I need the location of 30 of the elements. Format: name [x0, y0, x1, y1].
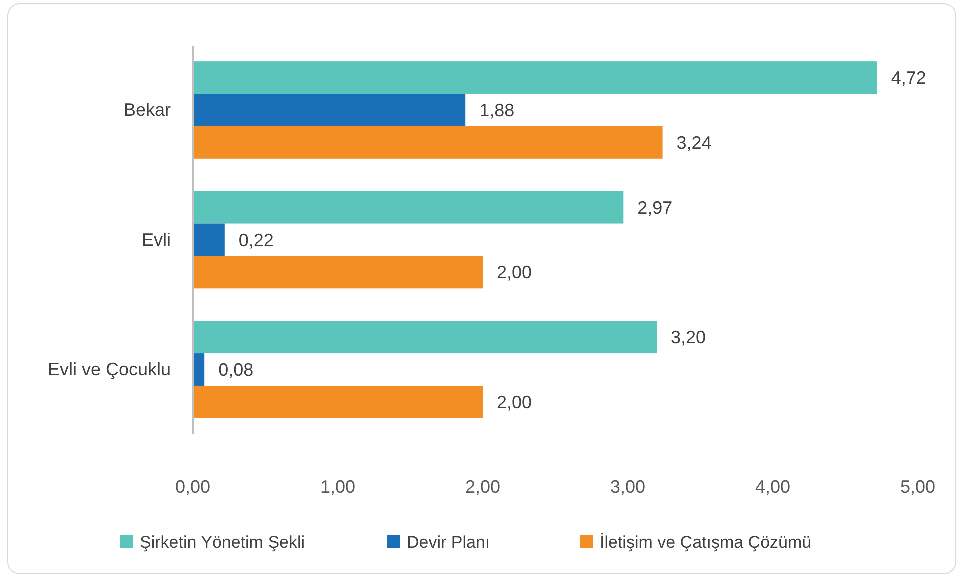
data-label: 2,00	[497, 262, 532, 283]
legend-label: Devir Planı	[407, 532, 490, 552]
data-label: 2,00	[497, 392, 532, 413]
x-tick-label: 2,00	[465, 476, 501, 497]
x-tick-label: 1,00	[320, 476, 356, 497]
legend-label: Şirketin Yönetim Şekli	[140, 532, 306, 552]
y-tick-label: Bekar	[124, 100, 171, 120]
y-tick-label: Evli	[142, 230, 171, 250]
bar	[193, 321, 657, 354]
data-label: 0,22	[238, 230, 274, 250]
bar	[193, 62, 878, 94]
bar	[193, 224, 225, 256]
data-label: 3,24	[676, 132, 712, 153]
bar	[193, 386, 483, 418]
x-tick-label: 0,00	[175, 476, 211, 497]
x-tick-label: 5,00	[900, 476, 936, 497]
x-tick-label: 4,00	[755, 476, 791, 497]
x-tick-label: 3,00	[610, 476, 646, 497]
data-label: 0,08	[218, 360, 254, 380]
bar	[193, 354, 205, 386]
bar	[193, 94, 466, 126]
bar	[193, 126, 663, 159]
data-label: 1,88	[480, 100, 515, 121]
data-label: 2,97	[638, 198, 673, 218]
legend-label: İletişim ve Çatışma Çözümü	[600, 532, 812, 552]
data-label: 4,72	[891, 68, 926, 88]
bar	[193, 191, 624, 224]
bar	[193, 256, 483, 289]
y-tick-label: Evli ve Çocuklu	[48, 360, 171, 380]
data-label: 3,20	[671, 328, 706, 348]
